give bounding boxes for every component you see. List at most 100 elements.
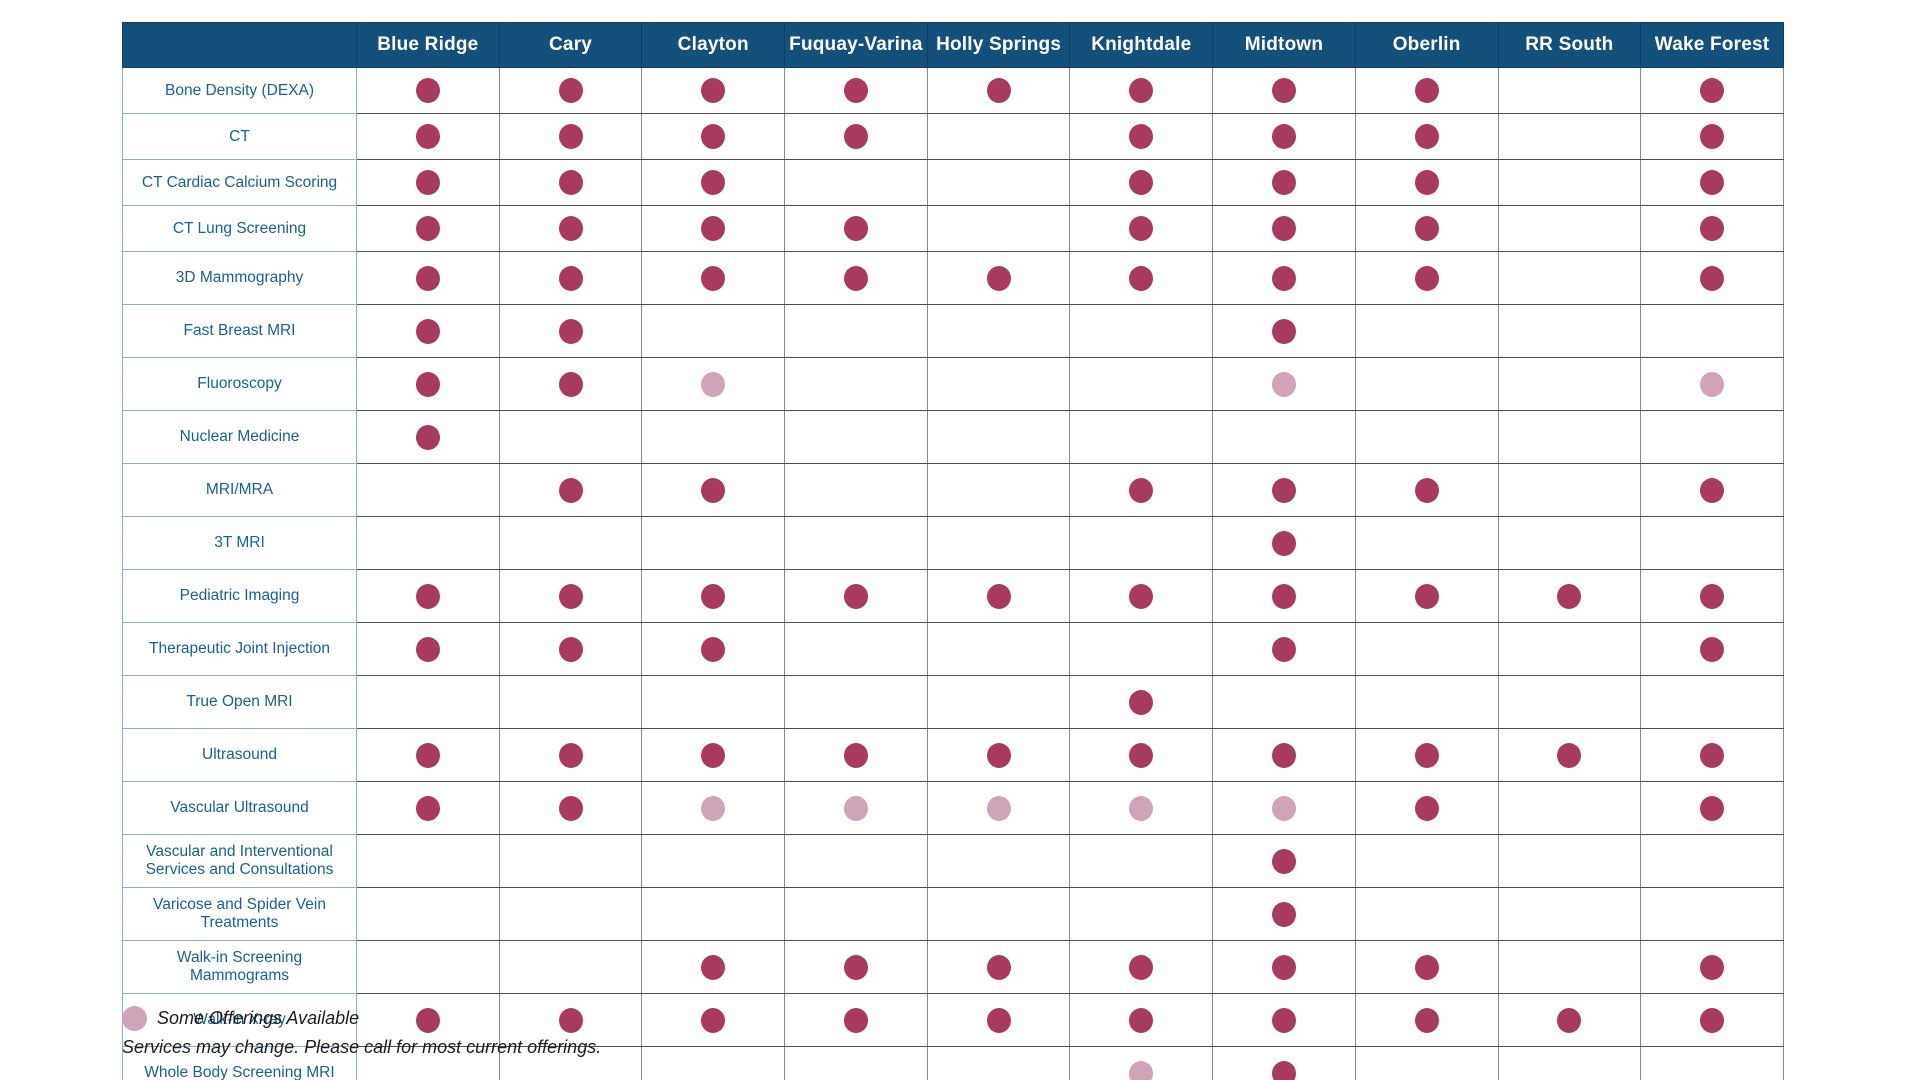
offered-dot-icon xyxy=(1129,170,1154,195)
availability-cell xyxy=(356,887,500,941)
availability-cell xyxy=(1497,728,1642,782)
availability-cell xyxy=(1212,834,1356,888)
offered-dot-icon xyxy=(843,216,868,241)
availability-cell xyxy=(1069,1046,1214,1080)
availability-cell xyxy=(784,113,928,160)
offered-dot-icon xyxy=(843,265,868,291)
availability-cell xyxy=(498,410,643,464)
availability-cell xyxy=(784,304,928,358)
offered-dot-icon xyxy=(1414,583,1439,609)
table-row: Ultrasound xyxy=(122,728,1784,782)
service-label: Pediatric Imaging xyxy=(122,569,357,623)
availability-cell xyxy=(498,67,643,114)
some-offerings-dot-icon xyxy=(843,795,868,821)
availability-cell xyxy=(356,1046,500,1080)
offered-dot-icon xyxy=(415,1007,440,1033)
offered-dot-icon xyxy=(415,124,440,149)
availability-cell xyxy=(784,781,928,835)
availability-cell xyxy=(356,463,500,517)
service-label: Varicose and Spider Vein Treatments xyxy=(122,887,357,941)
availability-cell xyxy=(926,1046,1071,1080)
offered-dot-icon xyxy=(558,371,583,397)
service-label: MRI/MRA xyxy=(122,463,357,517)
availability-cell xyxy=(784,516,928,570)
availability-cell xyxy=(1497,940,1642,994)
availability-cell xyxy=(784,463,928,517)
offered-dot-icon xyxy=(1700,742,1725,768)
availability-cell xyxy=(1640,728,1784,782)
availability-cell xyxy=(1212,781,1356,835)
availability-cell xyxy=(641,304,786,358)
availability-cell xyxy=(1212,113,1356,160)
offered-dot-icon xyxy=(1700,216,1725,241)
availability-cell xyxy=(1069,781,1214,835)
table-row: Nuclear Medicine xyxy=(122,410,1784,464)
offered-dot-icon xyxy=(843,742,868,768)
service-label: CT Lung Screening xyxy=(122,205,357,252)
offered-dot-icon xyxy=(843,583,868,609)
availability-cell xyxy=(498,1046,643,1080)
availability-cell xyxy=(1354,463,1499,517)
availability-cell xyxy=(1354,622,1499,676)
availability-cell xyxy=(1640,675,1784,729)
service-label: Fluoroscopy xyxy=(122,357,357,411)
offered-dot-icon xyxy=(1271,954,1296,980)
some-offerings-dot-icon xyxy=(1271,371,1296,397)
offered-dot-icon xyxy=(1557,742,1582,768)
availability-cell xyxy=(1069,834,1214,888)
offered-dot-icon xyxy=(1271,1007,1296,1033)
offered-dot-icon xyxy=(1271,170,1296,195)
availability-cell xyxy=(1069,113,1214,160)
availability-cell xyxy=(784,410,928,464)
availability-cell xyxy=(356,728,500,782)
availability-cell xyxy=(1069,993,1214,1047)
offered-dot-icon xyxy=(558,636,583,662)
availability-cell xyxy=(641,357,786,411)
availability-cell xyxy=(1212,887,1356,941)
availability-cell xyxy=(1212,622,1356,676)
availability-cell xyxy=(498,622,643,676)
availability-cell xyxy=(356,205,500,252)
availability-cell xyxy=(356,357,500,411)
column-header: Wake Forest xyxy=(1640,22,1784,68)
availability-cell xyxy=(1212,463,1356,517)
availability-cell xyxy=(784,159,928,206)
availability-cell xyxy=(498,728,643,782)
availability-cell xyxy=(498,569,643,623)
some-offerings-dot-icon xyxy=(986,795,1011,821)
availability-cell xyxy=(498,887,643,941)
offered-dot-icon xyxy=(1700,795,1725,821)
availability-cell xyxy=(356,304,500,358)
availability-cell xyxy=(1354,357,1499,411)
offered-dot-icon xyxy=(701,124,726,149)
legend: Some Offerings Available xyxy=(122,1006,359,1031)
availability-cell xyxy=(926,728,1071,782)
offered-dot-icon xyxy=(1129,216,1154,241)
availability-cell xyxy=(1497,410,1642,464)
availability-cell xyxy=(1069,940,1214,994)
availability-cell xyxy=(1069,410,1214,464)
some-offerings-dot-icon xyxy=(1271,795,1296,821)
availability-cell xyxy=(1497,675,1642,729)
availability-cell xyxy=(1069,205,1214,252)
availability-cell xyxy=(1354,887,1499,941)
offered-dot-icon xyxy=(1414,954,1439,980)
column-header: Holly Springs xyxy=(926,22,1071,68)
offered-dot-icon xyxy=(1700,636,1725,662)
availability-cell xyxy=(1497,113,1642,160)
availability-cell xyxy=(784,887,928,941)
availability-cell xyxy=(926,940,1071,994)
offered-dot-icon xyxy=(1271,742,1296,768)
availability-cell xyxy=(1640,940,1784,994)
availability-cell xyxy=(1069,357,1214,411)
offered-dot-icon xyxy=(415,742,440,768)
offered-dot-icon xyxy=(1700,1007,1725,1033)
availability-cell xyxy=(1497,1046,1642,1080)
availability-cell xyxy=(926,516,1071,570)
availability-cell xyxy=(1212,728,1356,782)
offered-dot-icon xyxy=(986,265,1011,291)
availability-cell xyxy=(784,622,928,676)
offered-dot-icon xyxy=(415,424,440,450)
availability-cell xyxy=(1069,728,1214,782)
offered-dot-icon xyxy=(843,124,868,149)
